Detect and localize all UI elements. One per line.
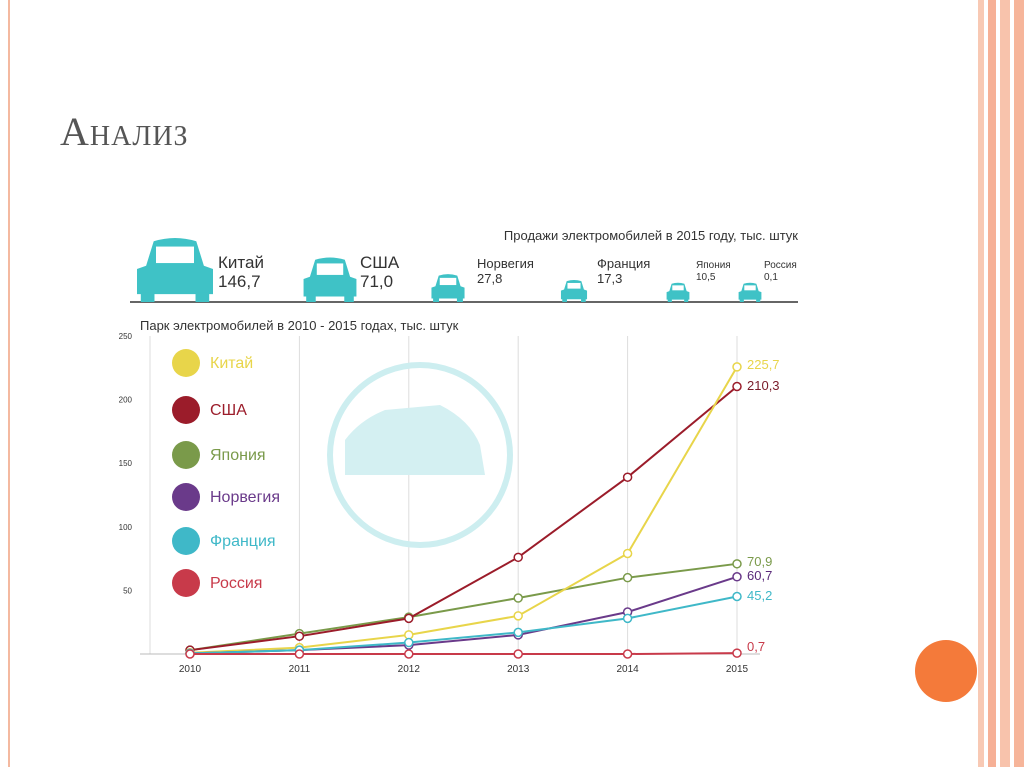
x-tick-label: 2013 (507, 664, 530, 675)
line-chart-title: Парк электромобилей в 2010 - 2015 годах,… (140, 318, 459, 333)
end-value-label: 210,3 (747, 378, 780, 393)
flag-icon (172, 569, 200, 597)
data-point (622, 472, 633, 482)
end-value-label: 225,7 (747, 357, 780, 372)
watermark-ring (327, 362, 513, 548)
data-point (404, 630, 414, 640)
watermark-car-icon (345, 405, 485, 475)
end-value-label: 70,9 (747, 554, 772, 569)
data-point (622, 572, 633, 583)
data-point (513, 627, 523, 638)
legend-label: Россия (210, 575, 262, 592)
sales-value-label: 71,0 (360, 272, 393, 291)
sales-title: Продажи электромобилей в 2015 году, тыс.… (504, 228, 798, 243)
x-tick-label: 2010 (179, 664, 202, 675)
sales-country-label: Россия (764, 260, 797, 271)
car-icon (560, 280, 588, 302)
sales-value-label: 0,1 (764, 272, 778, 283)
car-icon (303, 257, 357, 302)
sales-country-label: США (360, 253, 400, 272)
sales-country-label: Франция (597, 256, 650, 271)
flag-icon (172, 527, 200, 555)
end-value-label: 45,2 (747, 588, 772, 603)
right-border-stripes (978, 0, 1024, 767)
x-tick-label: 2014 (616, 664, 639, 675)
data-point (732, 362, 742, 372)
data-point (513, 611, 523, 621)
y-tick-label: 150 (119, 459, 133, 468)
x-tick-label: 2011 (289, 664, 311, 675)
data-point (404, 613, 414, 624)
car-icon (137, 237, 213, 302)
data-point (622, 548, 633, 559)
car-icon (738, 282, 762, 302)
y-tick-label: 250 (119, 332, 133, 341)
data-point (513, 593, 523, 603)
legend-label: Япония (210, 447, 266, 464)
car-icon (431, 274, 465, 302)
data-point (185, 649, 195, 659)
legend-label: Норвегия (210, 489, 280, 506)
end-value-label: 60,7 (747, 568, 772, 583)
data-point (622, 613, 633, 624)
legend-label: США (210, 402, 247, 419)
data-point (732, 572, 742, 582)
decorative-orange-circle (915, 640, 977, 702)
series-line-0 (189, 366, 738, 654)
y-tick-label: 200 (119, 396, 133, 405)
x-tick-label: 2015 (726, 664, 749, 675)
slide-title: Анализ (60, 109, 189, 154)
series-line-1 (189, 385, 738, 652)
y-tick-label: 50 (123, 586, 132, 595)
legend-label: Китай (210, 355, 253, 372)
data-point (404, 637, 414, 648)
data-point (732, 591, 742, 602)
flag-icon (172, 483, 200, 511)
data-point (513, 552, 523, 563)
data-point (732, 381, 742, 392)
left-border-line (8, 0, 10, 767)
sales-country-label: Япония (696, 260, 731, 271)
data-point (622, 649, 633, 659)
sales-value-label: 10,5 (696, 272, 716, 283)
series-line-5 (190, 652, 738, 655)
y-tick-label: 100 (119, 523, 133, 532)
x-tick-label: 2012 (398, 664, 421, 675)
flag-icon (172, 396, 200, 424)
data-point (732, 559, 742, 569)
series-line-2 (189, 562, 738, 652)
data-point (732, 648, 742, 658)
data-point (513, 649, 523, 659)
sales-value-label: 146,7 (218, 272, 261, 291)
sales-value-label: 27,8 (477, 271, 502, 286)
data-point (294, 631, 305, 641)
flag-icon (172, 349, 200, 377)
sales-country-label: Норвегия (477, 256, 534, 271)
series-line-4 (189, 595, 738, 655)
sales-country-label: Китай (218, 253, 264, 272)
sales-value-label: 17,3 (597, 271, 622, 286)
data-point (294, 649, 305, 659)
end-value-label: 0,7 (747, 639, 765, 654)
flag-icon (172, 441, 200, 469)
data-point (404, 649, 414, 659)
legend-label: Франция (210, 533, 276, 550)
car-icon (666, 282, 690, 302)
